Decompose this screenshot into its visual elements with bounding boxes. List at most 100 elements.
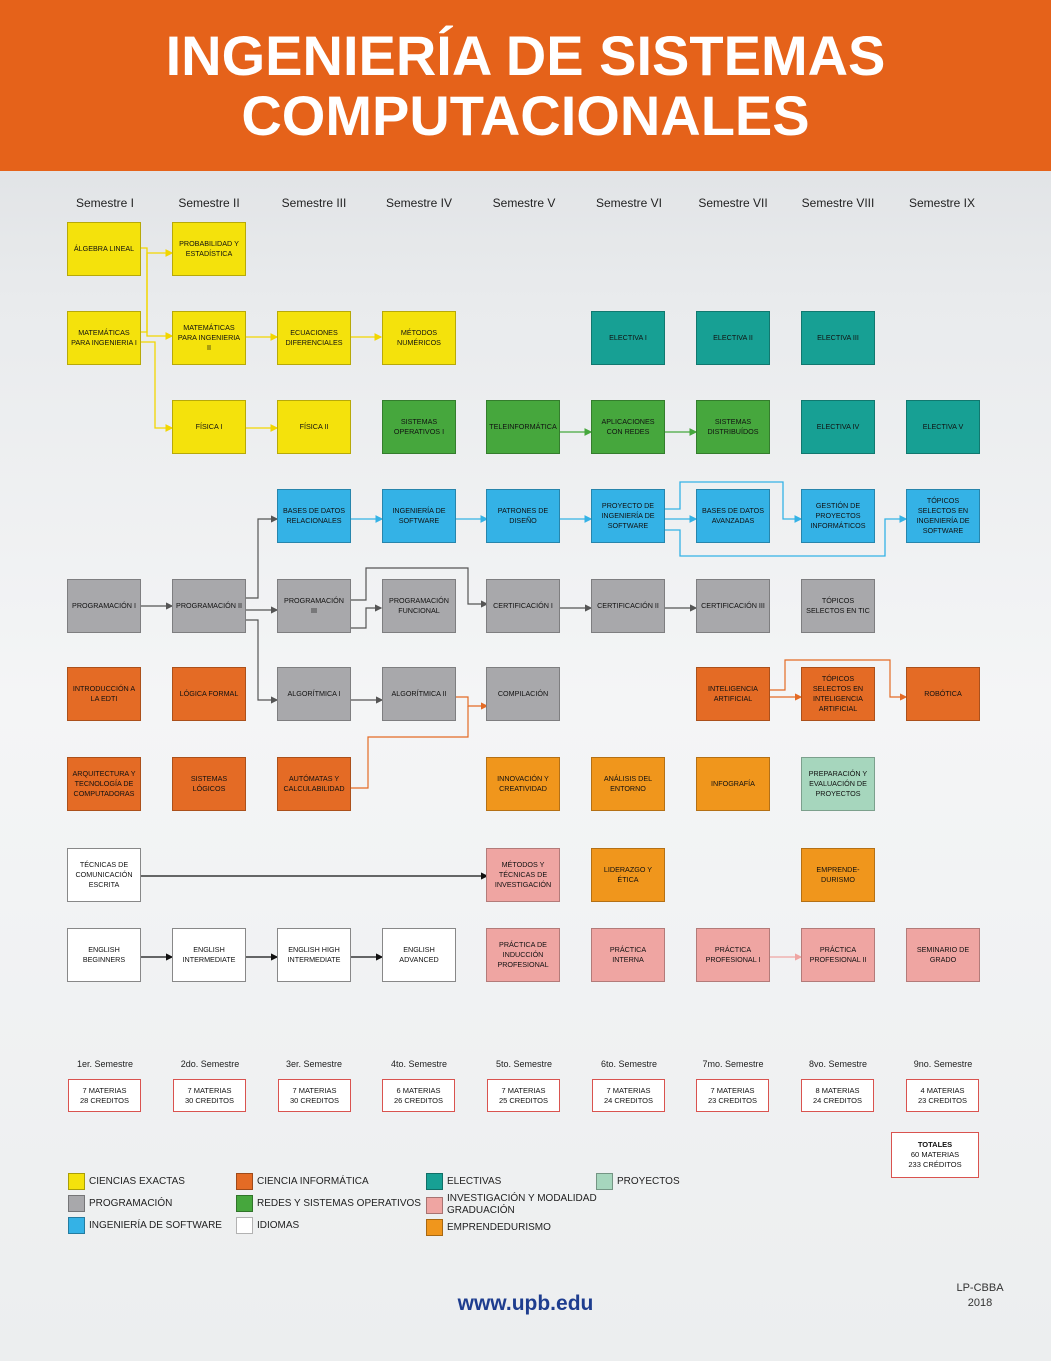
subject-matematicas-1: MATEMÁTICAS PARA INGENIERIA I	[67, 311, 141, 365]
semester-header: Semestre VIII	[801, 196, 875, 210]
legend-item: EMPRENDEDURISMO	[426, 1219, 551, 1236]
credit-materias: 4 MATERIAS	[920, 1085, 965, 1095]
semester-header: Semestre II	[178, 196, 240, 210]
arrow-automatas-compil	[351, 706, 469, 789]
summary-semester-label: 9no. Semestre	[913, 1059, 973, 1069]
subject-sistemas-operativos: SISTEMAS OPERATIVOS I	[382, 400, 456, 454]
totals-creditos: 233 CRÉDITOS	[908, 1160, 962, 1169]
subject-arquitectura: ARQUITECTURA Y TECNOLOGÍA DE COMPUTADORA…	[67, 757, 141, 811]
semester-header: Semestre III	[281, 196, 347, 210]
summary-semester-label: 1er. Semestre	[76, 1059, 134, 1069]
legend-item: ELECTIVAS	[426, 1173, 501, 1190]
arrow-mat1-fisica1	[141, 341, 174, 432]
credit-creditos: 23 CREDITOS	[917, 1095, 968, 1105]
semester-header: Semestre IX	[908, 196, 976, 210]
subject-bases-datos-avanzadas: BASES DE DATOS AVANZADAS	[696, 489, 770, 543]
credit-creditos: 30 CREDITOS	[184, 1095, 235, 1105]
subject-programacion-3: PROGRAMACIÓN III	[277, 579, 351, 633]
legend-item: PROYECTOS	[596, 1173, 680, 1190]
subject-algoritmica-1: ALGORÍTMICA I	[277, 667, 351, 721]
subject-electiva-3: ELECTIVA III	[801, 311, 875, 365]
summary-semester-label: 5to. Semestre	[495, 1059, 553, 1069]
summary-semester-label: 4to. Semestre	[390, 1059, 448, 1069]
subject-algebra-lineal: ÁLGEBRA LINEAL	[67, 222, 141, 276]
subject-logica-formal: LÓGICA FORMAL	[172, 667, 246, 721]
credit-materias: 7 MATERIAS	[710, 1085, 755, 1095]
page-title: INGENIERÍA DE SISTEMAS COMPUTACIONALES	[0, 0, 1051, 171]
legend-swatch	[236, 1173, 253, 1190]
legend-label: EMPRENDEDURISMO	[447, 1221, 551, 1233]
subject-innovacion: INNOVACIÓN Y CREATIVIDAD	[486, 757, 560, 811]
subject-programacion-1: PROGRAMACIÓN I	[67, 579, 141, 633]
arrow-proy-topsoft	[665, 515, 908, 557]
legend-label: CIENCIAS EXACTAS	[89, 1175, 185, 1187]
credit-creditos: 25 CREDITOS	[498, 1095, 549, 1105]
credit-materias: 7 MATERIAS	[187, 1085, 232, 1095]
subject-electiva-1: ELECTIVA I	[591, 311, 665, 365]
subject-sistemas-logicos: SISTEMAS LÓGICOS	[172, 757, 246, 811]
subject-emprendedurismo: EMPRENDE- DURISMO	[801, 848, 875, 902]
legend-swatch	[426, 1173, 443, 1190]
subject-electiva-2: ELECTIVA II	[696, 311, 770, 365]
subject-metodos-investigacion: MÉTODOS Y TÉCNICAS DE INVESTIGACIÓN	[486, 848, 560, 902]
credit-box: 7 MATERIAS 24 CREDITOS	[592, 1079, 665, 1112]
credit-materias: 7 MATERIAS	[501, 1085, 546, 1095]
subject-practica-interna: PRÁCTICA INTERNA	[591, 928, 665, 982]
subject-fisica-1: FÍSICA I	[172, 400, 246, 454]
legend-label: INVESTIGACIÓN Y MODALIDAD GRADUACIÓN	[447, 1193, 597, 1216]
semester-header: Semestre I	[75, 196, 135, 210]
subject-programacion-funcional: PROGRAMACIÓN FUNCIONAL	[382, 579, 456, 633]
credit-materias: 7 MATERIAS	[82, 1085, 127, 1095]
subject-certificacion-2: CERTIFICACIÓN II	[591, 579, 665, 633]
document-code: LP-CBBA 2018	[940, 1281, 1020, 1311]
credit-creditos: 28 CREDITOS	[79, 1095, 130, 1105]
subject-seminario-grado: SEMINARIO DE GRADO	[906, 928, 980, 982]
subject-english-beginners: ENGLISH BEGINNERS	[67, 928, 141, 982]
subject-topicos-ia: TÓPICOS SELECTOS EN INTELIGENCIA ARTIFIC…	[801, 667, 875, 721]
credit-box: 7 MATERIAS 25 CREDITOS	[487, 1079, 560, 1112]
legend-label: REDES Y SISTEMAS OPERATIVOS	[257, 1197, 421, 1209]
subject-programacion-2: PROGRAMACIÓN II	[172, 579, 246, 633]
subject-preparacion-proyectos: PREPARACIÓN Y EVALUACIÓN DE PROYECTOS	[801, 757, 875, 811]
arrow-prog2-algo1	[246, 619, 279, 704]
subject-ingenieria-software: INGENIERÍA DE SOFTWARE	[382, 489, 456, 543]
credit-materias: 8 MATERIAS	[815, 1085, 860, 1095]
credit-creditos: 24 CREDITOS	[812, 1095, 863, 1105]
summary-semester-label: 8vo. Semestre	[808, 1059, 868, 1069]
document-code-line-1: LP-CBBA	[956, 1282, 1004, 1294]
subject-aplicaciones-redes: APLICACIONES CON REDES	[591, 400, 665, 454]
legend-label: PROGRAMACIÓN	[89, 1197, 173, 1209]
totals-title: TOTALES	[917, 1140, 953, 1149]
subject-english-high-intermediate: ENGLISH HIGH INTERMEDIATE	[277, 928, 351, 982]
summary-semester-label: 3er. Semestre	[285, 1059, 343, 1069]
legend-item: PROGRAMACIÓN	[68, 1195, 172, 1212]
semester-header: Semestre V	[492, 196, 556, 210]
subject-proyecto-ing-software: PROYECTO DE INGENIERÍA DE SOFTWARE	[591, 489, 665, 543]
credit-creditos: 26 CREDITOS	[393, 1095, 444, 1105]
subject-certificacion-3: CERTIFICACIÓN III	[696, 579, 770, 633]
arrow-algo2-compil	[456, 696, 489, 710]
website-url[interactable]: www.upb.edu	[457, 1292, 594, 1315]
arrow-algebra-mat2	[141, 247, 174, 340]
document-code-line-2: 2018	[967, 1297, 993, 1309]
subject-compilacion: COMPILACIÓN	[486, 667, 560, 721]
subject-practica-profesional-1: PRÁCTICA PROFESIONAL I	[696, 928, 770, 982]
subject-metodos-numericos: MÉTODOS NUMÉRICOS	[382, 311, 456, 365]
legend-swatch	[236, 1217, 253, 1234]
legend-swatch	[236, 1195, 253, 1212]
summary-semester-label: 7mo. Semestre	[702, 1059, 764, 1069]
subject-ecuaciones: ECUACIONES DIFERENCIALES	[277, 311, 351, 365]
semester-header: Semestre IV	[385, 196, 453, 210]
legend-label: IDIOMAS	[257, 1219, 300, 1231]
subject-analisis-entorno: ANÁLISIS DEL ENTORNO	[591, 757, 665, 811]
legend-swatch	[68, 1217, 85, 1234]
credit-box: 7 MATERIAS 23 CREDITOS	[696, 1079, 769, 1112]
title-line-1: INGENIERÍA DE SISTEMAS	[165, 23, 886, 87]
subject-infografia: INFOGRAFÍA	[696, 757, 770, 811]
arrow-ia-robotica	[770, 659, 908, 701]
subject-automatas: AUTÓMATAS Y CALCULABILIDAD	[277, 757, 351, 811]
summary-semester-label: 6to. Semestre	[600, 1059, 658, 1069]
legend-item: REDES Y SISTEMAS OPERATIVOS	[236, 1195, 421, 1212]
legend-swatch	[68, 1173, 85, 1190]
